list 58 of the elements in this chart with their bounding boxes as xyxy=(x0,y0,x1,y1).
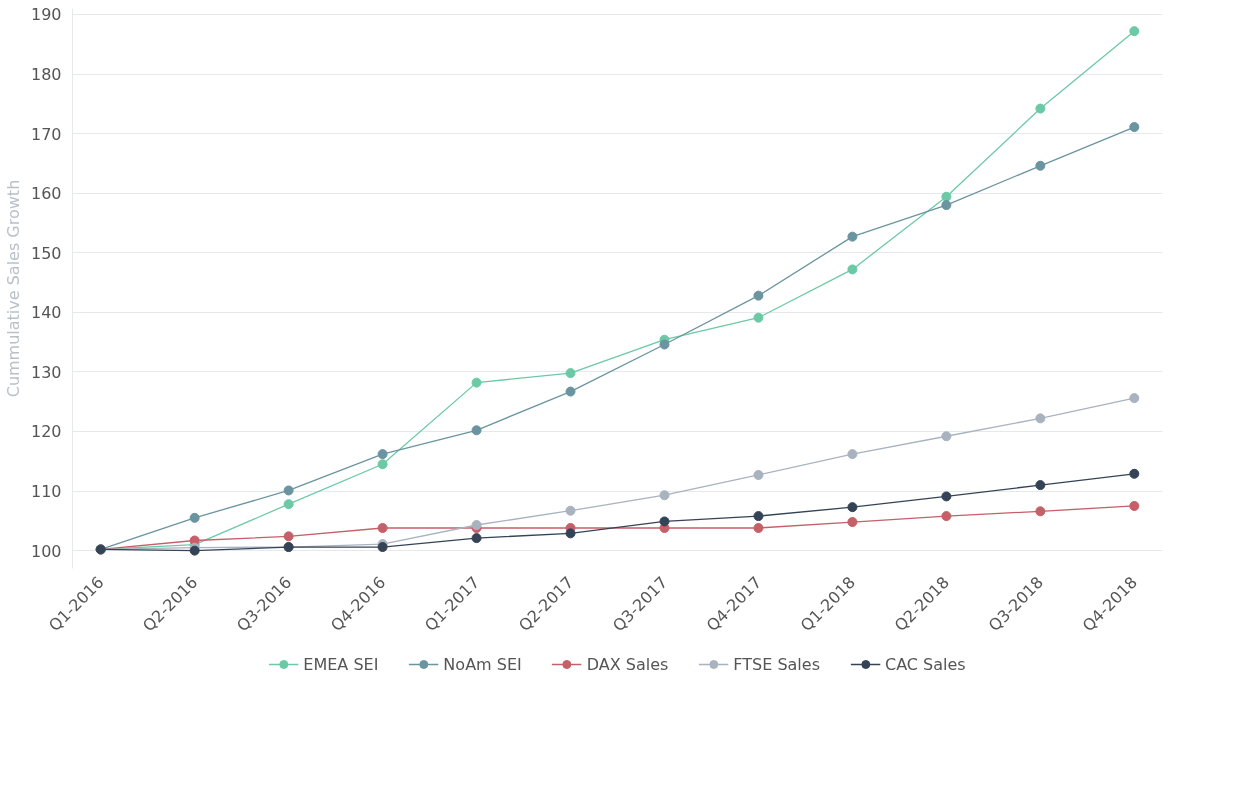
point xyxy=(471,533,482,544)
point xyxy=(377,459,388,470)
point xyxy=(471,377,482,388)
y-tick-label: 190 xyxy=(30,5,62,25)
point xyxy=(753,469,764,480)
y-tick-label: 180 xyxy=(30,65,62,85)
point xyxy=(565,528,576,539)
y-tick-label: 160 xyxy=(30,184,62,204)
point xyxy=(847,449,858,460)
point xyxy=(565,505,576,516)
y-tick-label: 170 xyxy=(30,124,62,144)
legend-label: EMEA SEI xyxy=(303,654,379,674)
point xyxy=(659,516,670,527)
point xyxy=(941,200,952,211)
point xyxy=(1129,500,1140,511)
point xyxy=(1035,480,1046,491)
point xyxy=(941,491,952,502)
point xyxy=(1035,413,1046,424)
legend-label: DAX Sales xyxy=(586,654,669,674)
point xyxy=(941,431,952,442)
point xyxy=(565,386,576,397)
point xyxy=(377,449,388,460)
point xyxy=(471,425,482,436)
point xyxy=(377,523,388,533)
point xyxy=(753,290,764,301)
point xyxy=(847,517,858,528)
point xyxy=(941,511,952,522)
legend-label: FTSE Sales xyxy=(733,654,820,674)
point xyxy=(283,485,294,496)
point xyxy=(753,523,764,533)
point xyxy=(1129,26,1140,37)
point xyxy=(1129,468,1140,479)
point xyxy=(847,231,858,242)
y-tick-label: 140 xyxy=(30,303,62,323)
point xyxy=(283,499,294,510)
point xyxy=(753,511,764,522)
point xyxy=(659,490,670,501)
point xyxy=(1035,506,1046,517)
point xyxy=(847,502,858,513)
y-tick-label: 110 xyxy=(30,482,62,502)
point xyxy=(565,368,576,379)
point xyxy=(941,191,952,202)
legend-label: NoAm SEI xyxy=(443,654,522,674)
point xyxy=(753,312,764,323)
y-tick-label: 100 xyxy=(30,541,62,561)
point xyxy=(847,264,858,275)
point xyxy=(1129,122,1140,133)
y-axis-title: Cummulative Sales Growth xyxy=(3,179,23,398)
point xyxy=(189,512,200,523)
point xyxy=(283,531,294,542)
y-tick-label: 120 xyxy=(30,422,62,442)
point xyxy=(1035,103,1046,114)
legend-label: CAC Sales xyxy=(884,654,966,674)
y-tick-label: 130 xyxy=(30,362,62,382)
point xyxy=(1129,393,1140,404)
point xyxy=(1035,160,1046,171)
point xyxy=(659,339,670,350)
y-tick-label: 150 xyxy=(30,243,62,263)
